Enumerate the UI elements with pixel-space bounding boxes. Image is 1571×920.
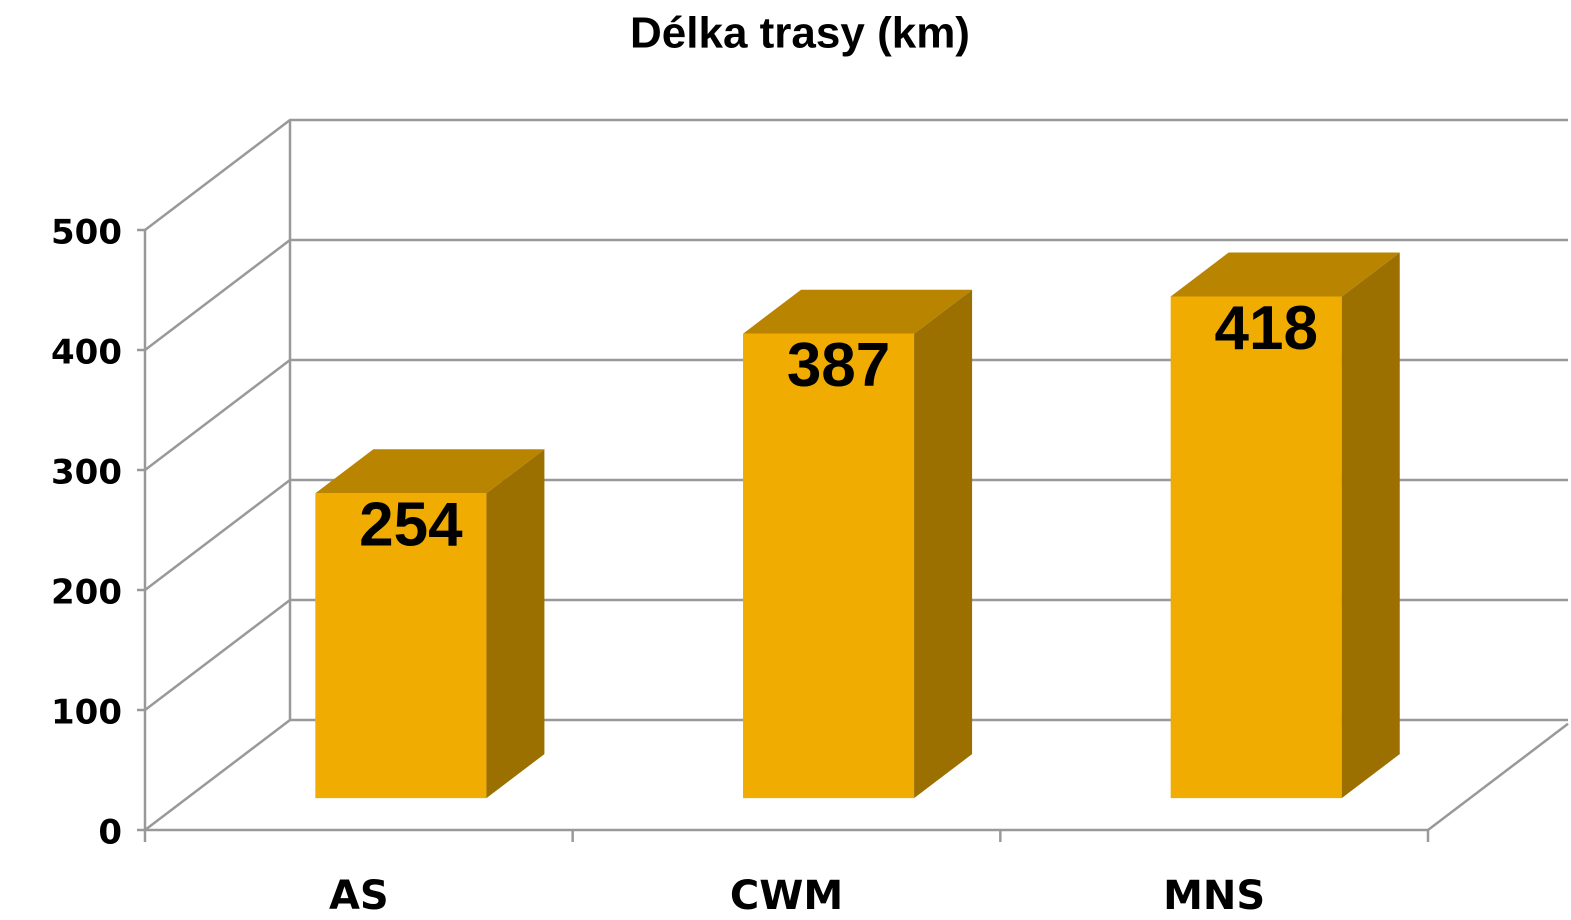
data-label: 418: [1214, 294, 1317, 363]
bar-top: [1170, 252, 1400, 297]
grid-line: [144, 118, 1568, 231]
y-tick-label: 200: [51, 573, 122, 613]
bar-side: [914, 289, 973, 799]
bar: [1170, 252, 1400, 799]
bar-side: [1341, 252, 1400, 799]
bar-top: [315, 449, 545, 494]
bar-top: [743, 289, 973, 334]
bar-front: [743, 333, 915, 799]
bar-front: [1170, 296, 1342, 799]
bar: [315, 449, 545, 799]
data-label: 254: [359, 491, 463, 560]
grid-line: [144, 358, 1568, 471]
x-tick-label: MNS: [1163, 873, 1265, 919]
x-tick-label: AS: [329, 873, 389, 919]
y-tick-label: 300: [51, 453, 122, 493]
y-tick-label: 500: [51, 213, 122, 253]
grid-line: [144, 238, 1568, 351]
y-tick-label: 400: [51, 333, 122, 373]
y-tick-label: 100: [51, 693, 122, 733]
bar-front: [315, 493, 487, 799]
data-label: 387: [787, 331, 890, 400]
x-tick-label: CWM: [730, 873, 843, 919]
grid-line: [144, 598, 1568, 711]
bar: [743, 289, 973, 799]
grid-line: [144, 718, 1568, 831]
y-tick-label: 0: [98, 813, 122, 853]
grid-line: [144, 478, 1568, 591]
chart-title: Délka trasy (km): [630, 9, 970, 58]
bar-side: [486, 449, 545, 799]
